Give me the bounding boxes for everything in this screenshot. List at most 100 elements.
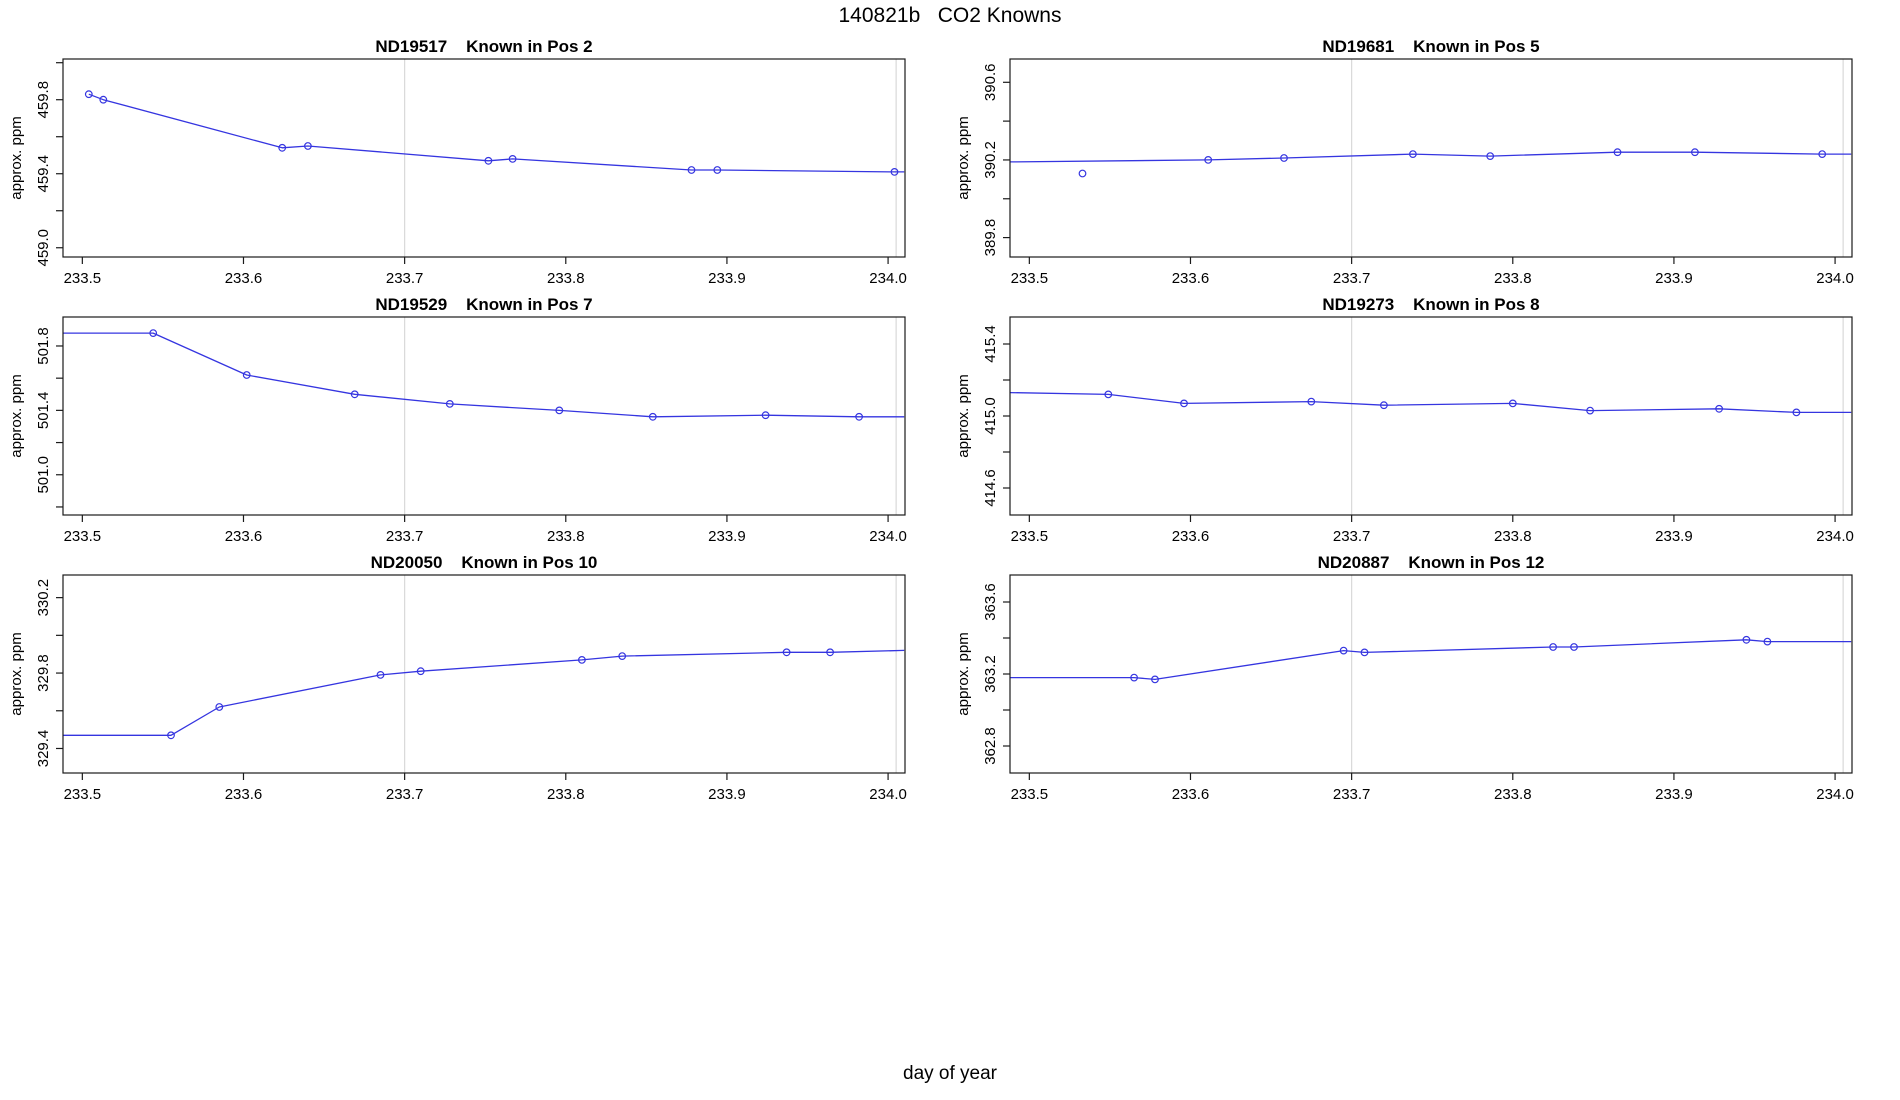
data-point [713, 166, 722, 174]
y-tick-label: 362.8 [982, 727, 999, 765]
data-point [1409, 150, 1417, 158]
x-tick-label: 233.6 [1172, 528, 1210, 545]
data-point [484, 156, 493, 165]
x-tick-label: 234.0 [1816, 528, 1854, 545]
data-point [890, 167, 899, 176]
data-point [1613, 148, 1622, 157]
x-tick-label: 234.0 [1816, 786, 1854, 803]
data-point [555, 406, 564, 415]
data-point [84, 90, 93, 99]
subplot-canvas-ND20887: 233.5 233.6 233.7 233.8 233.9 234.0 362.8 363.2… [955, 553, 1854, 803]
plot-box [62, 574, 906, 774]
data-point [416, 667, 425, 676]
subplot-ND19273: 233.5 233.6 233.7 233.8 233.9 234.0 414.6 415.0… [947, 288, 1897, 551]
plot-box [62, 58, 906, 258]
data-point [578, 655, 586, 664]
x-tick-label: 233.8 [547, 786, 585, 803]
y-tick-label: 414.6 [982, 469, 999, 507]
data-point [376, 670, 385, 679]
x-tick-label: 233.7 [386, 270, 424, 287]
x-tick-label: 233.6 [225, 528, 263, 545]
x-tick-label: 233.9 [1655, 528, 1693, 545]
data-point [1380, 401, 1388, 410]
data-point [1486, 152, 1495, 160]
x-tick-label: 233.7 [386, 528, 424, 545]
y-tick-label: 459.4 [35, 155, 52, 193]
data-line [1010, 639, 1852, 681]
subplot-title: ND20050 Known in Pos 10 [371, 553, 598, 572]
data-point [350, 390, 359, 399]
data-line [63, 332, 905, 418]
subplot-canvas-ND19273: 233.5 233.6 233.7 233.8 233.9 234.0 414.6 415.0… [955, 295, 1854, 545]
data-point [761, 411, 770, 420]
data-line [63, 649, 905, 736]
y-axis-title: approx. ppm [955, 374, 972, 457]
data-point [1151, 675, 1159, 684]
y-tick-label: 415.4 [982, 325, 999, 363]
x-tick-label: 233.8 [547, 528, 585, 545]
y-tick-label: 459.8 [35, 81, 52, 119]
y-axis-title: approx. ppm [8, 374, 25, 457]
data-point [1307, 397, 1316, 406]
x-tick-label: 233.5 [1011, 270, 1049, 287]
data-point [1360, 648, 1369, 657]
data-line [1009, 151, 1852, 163]
data-line [88, 93, 905, 173]
data-point [1339, 646, 1348, 655]
x-tick-label: 234.0 [1816, 270, 1854, 287]
y-tick-label: 501.8 [35, 327, 52, 365]
subplot-ND19517: 233.5 233.6 233.7 233.8 233.9 234.0 459.0 459.4… [0, 30, 950, 293]
subplot-canvas-ND20050: 233.5 233.6 233.7 233.8 233.9 234.0 329.4 329.8… [8, 553, 907, 803]
x-tick-label: 233.5 [64, 270, 102, 287]
data-point [618, 652, 627, 660]
y-tick-label: 501.0 [35, 456, 52, 494]
data-point [648, 412, 657, 421]
data-point [445, 399, 454, 408]
y-tick-label: 501.4 [35, 392, 52, 430]
data-point [1280, 154, 1288, 162]
y-tick-label: 363.6 [982, 583, 999, 621]
x-tick-label: 233.8 [1494, 270, 1532, 287]
x-tick-label: 233.8 [1494, 528, 1532, 545]
x-axis-label: day of year [903, 1063, 997, 1084]
data-point [508, 154, 517, 163]
data-point [1549, 643, 1557, 651]
data-point [1508, 399, 1517, 408]
data-point [149, 329, 158, 337]
data-point [1570, 643, 1578, 651]
y-tick-label: 389.8 [982, 219, 999, 257]
x-tick-label: 233.6 [1172, 786, 1210, 803]
x-tick-label: 233.9 [708, 786, 746, 803]
y-axis-title: approx. ppm [955, 116, 972, 199]
y-axis-title: approx. ppm [8, 632, 25, 715]
x-tick-label: 233.5 [64, 786, 102, 803]
y-tick-label: 415.0 [982, 397, 999, 435]
data-point [1715, 404, 1723, 413]
data-point [1792, 408, 1801, 417]
data-point [1818, 150, 1827, 158]
y-axis-title: approx. ppm [955, 632, 972, 715]
subplot-title: ND19681 Known in Pos 5 [1322, 37, 1539, 56]
data-point [687, 166, 696, 174]
data-point [304, 142, 312, 150]
subplot-title: ND19529 Known in Pos 7 [375, 295, 592, 314]
subplot-title: ND20887 Known in Pos 12 [1318, 553, 1545, 572]
data-point [278, 143, 287, 152]
x-tick-label: 234.0 [869, 786, 907, 803]
x-tick-label: 233.9 [708, 528, 746, 545]
figure-title: 140821b CO2 Knowns [838, 4, 1062, 27]
data-point [1180, 399, 1188, 408]
y-tick-label: 390.6 [982, 64, 999, 102]
x-tick-label: 233.6 [225, 786, 263, 803]
x-tick-label: 233.5 [64, 528, 102, 545]
subplot-canvas-ND19529: 233.5 233.6 233.7 233.8 233.9 234.0 501.0 501.4… [8, 295, 907, 545]
y-tick-label: 459.0 [35, 229, 52, 267]
y-tick-label: 329.4 [35, 730, 52, 768]
plot-box [1009, 316, 1853, 516]
subplot-ND19529: 233.5 233.6 233.7 233.8 233.9 234.0 501.0 501.4… [0, 288, 950, 551]
x-tick-label: 233.7 [1333, 528, 1371, 545]
plot-box [1009, 58, 1853, 258]
data-point [1104, 390, 1113, 399]
data-point [99, 95, 108, 104]
